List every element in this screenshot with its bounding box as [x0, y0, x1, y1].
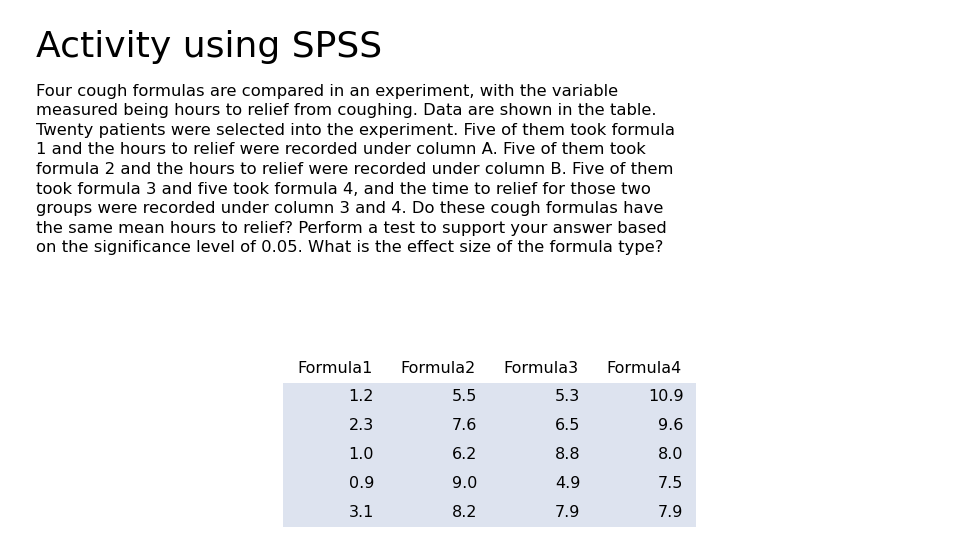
Bar	[283, 411, 386, 440]
Bar	[283, 498, 386, 526]
Text: 0.9: 0.9	[348, 476, 374, 491]
Text: 7.5: 7.5	[659, 476, 684, 491]
Bar	[283, 469, 386, 498]
Text: 10.9: 10.9	[648, 389, 684, 404]
Bar	[592, 498, 696, 526]
Bar	[592, 440, 696, 469]
Bar	[490, 469, 593, 498]
Bar	[386, 382, 490, 411]
Bar	[386, 411, 490, 440]
Bar	[490, 354, 593, 382]
Bar	[490, 498, 593, 526]
Bar	[592, 382, 696, 411]
Text: 5.3: 5.3	[555, 389, 581, 404]
Text: Formula2: Formula2	[400, 361, 475, 376]
Text: 2.3: 2.3	[348, 418, 374, 433]
Bar	[283, 382, 386, 411]
Bar	[283, 354, 386, 382]
Bar	[386, 354, 490, 382]
Bar	[490, 440, 593, 469]
Text: 9.6: 9.6	[659, 418, 684, 433]
Bar	[490, 411, 593, 440]
Text: 9.0: 9.0	[452, 476, 477, 491]
Text: Formula4: Formula4	[607, 361, 682, 376]
Bar	[386, 440, 490, 469]
Text: 8.2: 8.2	[452, 504, 477, 519]
Bar	[490, 382, 593, 411]
Bar	[592, 469, 696, 498]
Text: Formula1: Formula1	[297, 361, 372, 376]
Bar	[386, 469, 490, 498]
Text: 7.9: 7.9	[555, 504, 581, 519]
Text: Four cough formulas are compared in an experiment, with the variable
measured be: Four cough formulas are compared in an e…	[36, 84, 676, 255]
Text: 7.6: 7.6	[452, 418, 477, 433]
Text: 6.5: 6.5	[555, 418, 581, 433]
Text: 1.2: 1.2	[348, 389, 374, 404]
Text: 1.0: 1.0	[348, 447, 374, 462]
Text: Formula3: Formula3	[504, 361, 579, 376]
Text: 8.0: 8.0	[659, 447, 684, 462]
Text: 8.8: 8.8	[555, 447, 581, 462]
Text: Activity using SPSS: Activity using SPSS	[36, 30, 383, 64]
Text: 7.9: 7.9	[659, 504, 684, 519]
Bar	[283, 440, 386, 469]
Text: 5.5: 5.5	[452, 389, 477, 404]
Text: 6.2: 6.2	[452, 447, 477, 462]
Bar	[592, 411, 696, 440]
Text: 4.9: 4.9	[555, 476, 581, 491]
Text: 3.1: 3.1	[348, 504, 374, 519]
Bar	[386, 498, 490, 526]
Bar	[592, 354, 696, 382]
